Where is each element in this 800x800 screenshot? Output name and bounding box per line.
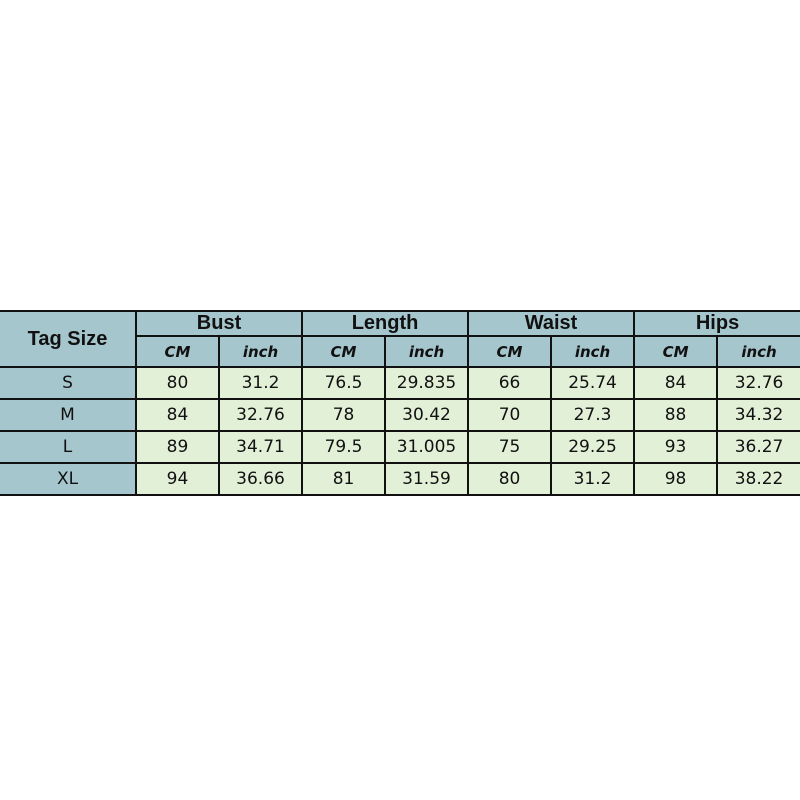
value-cell: 27.3 — [550, 398, 636, 432]
value-cell: 34.32 — [716, 398, 800, 432]
group-header-row: Tag Size Bust Length Waist Hips — [0, 310, 800, 368]
tag-size-header: Tag Size — [0, 310, 137, 368]
size-chart-table: Tag Size Bust Length Waist Hips CM inch … — [0, 310, 800, 496]
waist-header: Waist — [467, 310, 636, 337]
unit-header: CM — [301, 335, 387, 368]
value-cell: 84 — [633, 366, 719, 400]
value-cell: 32.76 — [217, 398, 304, 432]
table-row: S 80 31.2 76.5 29.835 66 25.74 84 32.76 — [0, 366, 800, 400]
value-cell: 80 — [467, 462, 553, 496]
value-cell: 30.42 — [384, 398, 470, 432]
value-cell: 88 — [633, 398, 719, 432]
value-cell: 31.59 — [384, 462, 470, 496]
value-cell: 79.5 — [301, 430, 387, 464]
unit-header: CM — [136, 335, 220, 368]
size-cell: S — [0, 366, 137, 400]
value-cell: 38.22 — [716, 462, 800, 496]
value-cell: 93 — [633, 430, 719, 464]
value-cell: 32.76 — [716, 366, 800, 400]
value-cell: 70 — [467, 398, 553, 432]
value-cell: 76.5 — [301, 366, 387, 400]
value-cell: 84 — [135, 398, 220, 432]
value-cell: 94 — [135, 462, 220, 496]
table-row: L 89 34.71 79.5 31.005 75 29.25 93 36.27 — [0, 430, 800, 464]
unit-header: inch — [550, 335, 636, 368]
length-header: Length — [301, 310, 470, 337]
value-cell: 89 — [135, 430, 220, 464]
hips-header: Hips — [633, 310, 800, 337]
value-cell: 31.2 — [550, 462, 636, 496]
unit-header: CM — [467, 335, 553, 368]
value-cell: 29.835 — [384, 366, 470, 400]
value-cell: 36.66 — [217, 462, 304, 496]
unit-header: inch — [716, 335, 800, 368]
table-row: M 84 32.76 78 30.42 70 27.3 88 34.32 — [0, 398, 800, 432]
size-cell: M — [0, 398, 137, 432]
unit-header-row: CM inch CM inch CM inch CM inch — [0, 335, 800, 368]
value-cell: 98 — [633, 462, 719, 496]
value-cell: 66 — [467, 366, 553, 400]
value-cell: 78 — [301, 398, 387, 432]
value-cell: 80 — [135, 366, 220, 400]
value-cell: 81 — [301, 462, 387, 496]
value-cell: 34.71 — [217, 430, 304, 464]
value-cell: 31.005 — [384, 430, 470, 464]
unit-header: inch — [217, 335, 304, 368]
size-cell: L — [0, 430, 137, 464]
table-row: XL 94 36.66 81 31.59 80 31.2 98 38.22 — [0, 462, 800, 496]
value-cell: 31.2 — [217, 366, 304, 400]
value-cell: 36.27 — [716, 430, 800, 464]
size-cell: XL — [0, 462, 137, 496]
value-cell: 25.74 — [550, 366, 636, 400]
unit-header: inch — [384, 335, 470, 368]
value-cell: 75 — [467, 430, 553, 464]
value-cell: 29.25 — [550, 430, 636, 464]
bust-header: Bust — [134, 310, 304, 337]
unit-header: CM — [633, 335, 719, 368]
